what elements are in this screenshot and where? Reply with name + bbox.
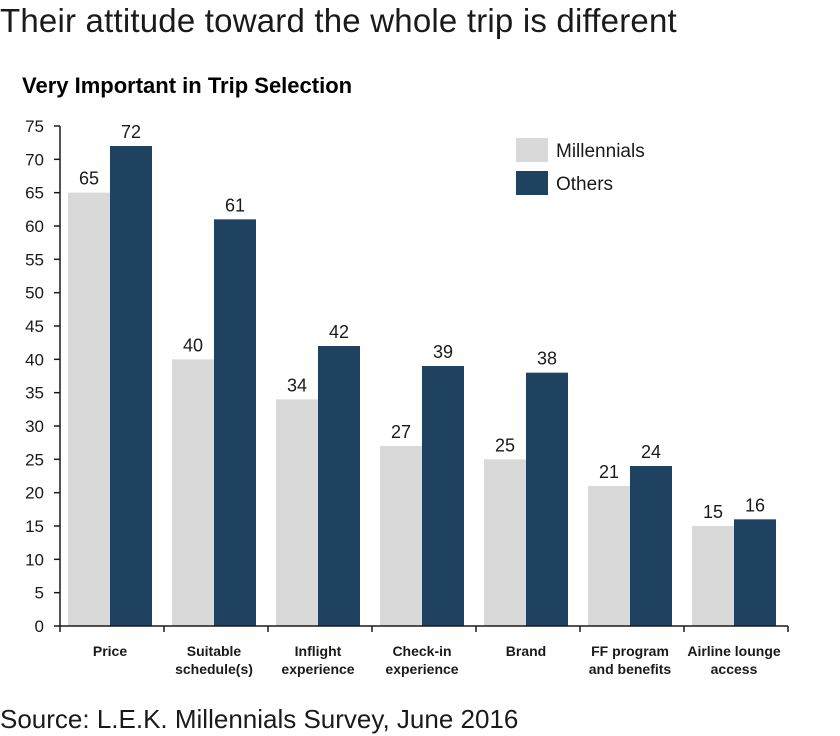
- x-tick-label: Brand: [506, 643, 546, 659]
- y-tick-label: 65: [25, 184, 44, 203]
- legend-swatch: [516, 138, 548, 162]
- y-tick-label: 50: [25, 284, 44, 303]
- y-tick-label: 60: [25, 217, 44, 236]
- legend: Millennials Others: [516, 138, 645, 195]
- data-label: 15: [703, 502, 723, 522]
- x-axis-labels: Price Suitable schedule(s) Inflight experien…: [93, 643, 781, 677]
- bar-chart: Very Important in Trip Selection 0 5 10 15 2…: [22, 73, 789, 677]
- y-tick-label: 40: [25, 350, 44, 369]
- source-note: Source: L.E.K. Millennials Survey, June …: [0, 704, 519, 734]
- bar: [630, 466, 672, 626]
- axes: [59, 126, 789, 632]
- data-label: 27: [391, 422, 411, 442]
- x-tick-label: Suitable schedule(s): [175, 643, 253, 677]
- bar: [172, 359, 214, 626]
- y-tick-label: 75: [25, 117, 44, 136]
- bar: [484, 459, 526, 626]
- data-label: 34: [287, 375, 307, 395]
- bar: [588, 486, 630, 626]
- bar: [276, 399, 318, 626]
- x-tick-label: Price: [93, 643, 127, 659]
- y-tick-label: 35: [25, 384, 44, 403]
- x-tick-label: FF program and benefits: [589, 643, 672, 677]
- x-tick-label: Inflight experience: [281, 643, 354, 677]
- data-label: 40: [183, 335, 203, 355]
- y-tick-label: 10: [25, 550, 44, 569]
- data-label: 21: [599, 462, 619, 482]
- data-label: 61: [225, 195, 245, 215]
- bar: [380, 446, 422, 626]
- bar: [214, 219, 256, 627]
- legend-label: Millennials: [556, 141, 645, 162]
- bar: [526, 372, 568, 626]
- bar: [734, 519, 776, 626]
- bar: [68, 192, 110, 626]
- y-tick-label: 45: [25, 317, 44, 336]
- y-tick-label: 0: [35, 617, 44, 636]
- data-label: 25: [495, 435, 515, 455]
- data-label: 42: [329, 322, 349, 342]
- bars: [68, 146, 776, 627]
- data-label: 39: [433, 342, 453, 362]
- chart-title: Very Important in Trip Selection: [22, 73, 352, 98]
- y-tick-label: 15: [25, 517, 44, 536]
- data-label: 24: [641, 442, 661, 462]
- page-headline: Their attitude toward the whole trip is …: [0, 2, 677, 39]
- bar: [422, 366, 464, 626]
- y-tick-label: 70: [25, 150, 44, 169]
- legend-label: Others: [556, 174, 613, 195]
- data-label: 72: [121, 122, 141, 142]
- y-tick-label: 55: [25, 250, 44, 269]
- legend-swatch: [516, 171, 548, 195]
- data-label: 16: [745, 495, 765, 515]
- x-tick-label: Airline lounge access: [687, 643, 781, 677]
- y-tick-label: 20: [25, 484, 44, 503]
- bar: [318, 346, 360, 626]
- y-axis-ticks: 0 5 10 15 20 25 30 35 40 45 50 55 60 65 70 75: [25, 117, 60, 636]
- y-tick-label: 25: [25, 450, 44, 469]
- data-label: 65: [79, 169, 99, 189]
- data-label: 38: [537, 349, 557, 369]
- y-tick-label: 5: [35, 584, 44, 603]
- value-labels: 65 40 34 27 25 21 15 72 61 42 39 38 24 16: [79, 122, 765, 522]
- bar: [110, 146, 152, 626]
- bar: [692, 526, 734, 626]
- y-tick-label: 30: [25, 417, 44, 436]
- x-tick-label: Check-in experience: [385, 643, 458, 677]
